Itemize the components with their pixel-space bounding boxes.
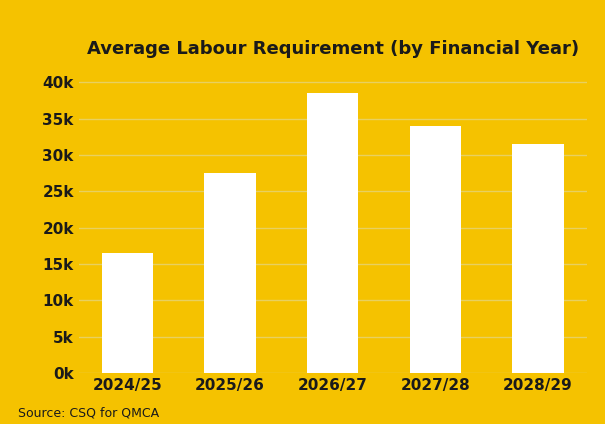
Bar [410,126,461,373]
Bar [512,144,564,373]
Title: Average Labour Requirement (by Financial Year): Average Labour Requirement (by Financial… [87,40,579,58]
Bar [204,173,256,373]
Bar [307,93,358,373]
Bar [102,253,153,373]
Text: Source: CSQ for QMCA: Source: CSQ for QMCA [18,407,159,420]
